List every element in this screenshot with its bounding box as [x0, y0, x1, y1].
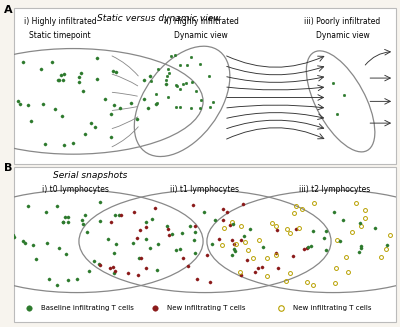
Text: i) t0 lymphocytes: i) t0 lymphocytes: [42, 185, 108, 195]
Text: i) Highly infiltrated: i) Highly infiltrated: [24, 17, 96, 26]
Text: Static versus dynamic view: Static versus dynamic view: [97, 14, 221, 24]
Text: Dynamic view: Dynamic view: [316, 31, 369, 41]
Text: Baseline infiltrating T cells: Baseline infiltrating T cells: [41, 305, 134, 311]
Text: iii) t2 lymphocytes: iii) t2 lymphocytes: [299, 185, 370, 195]
Text: Static timepoint: Static timepoint: [29, 31, 91, 41]
Text: B: B: [4, 163, 12, 173]
Text: New infiltrating T cells: New infiltrating T cells: [293, 305, 371, 311]
Text: ii) Highly infiltrated: ii) Highly infiltrated: [164, 17, 239, 26]
Text: New infiltrating T cells: New infiltrating T cells: [167, 305, 245, 311]
Text: Serial snapshots: Serial snapshots: [53, 171, 128, 181]
Text: iii) Poorly infiltrated: iii) Poorly infiltrated: [304, 17, 381, 26]
Text: Dynamic view: Dynamic view: [174, 31, 228, 41]
Text: ii) t1 lymphocytes: ii) t1 lymphocytes: [170, 185, 240, 195]
Text: A: A: [4, 5, 13, 15]
